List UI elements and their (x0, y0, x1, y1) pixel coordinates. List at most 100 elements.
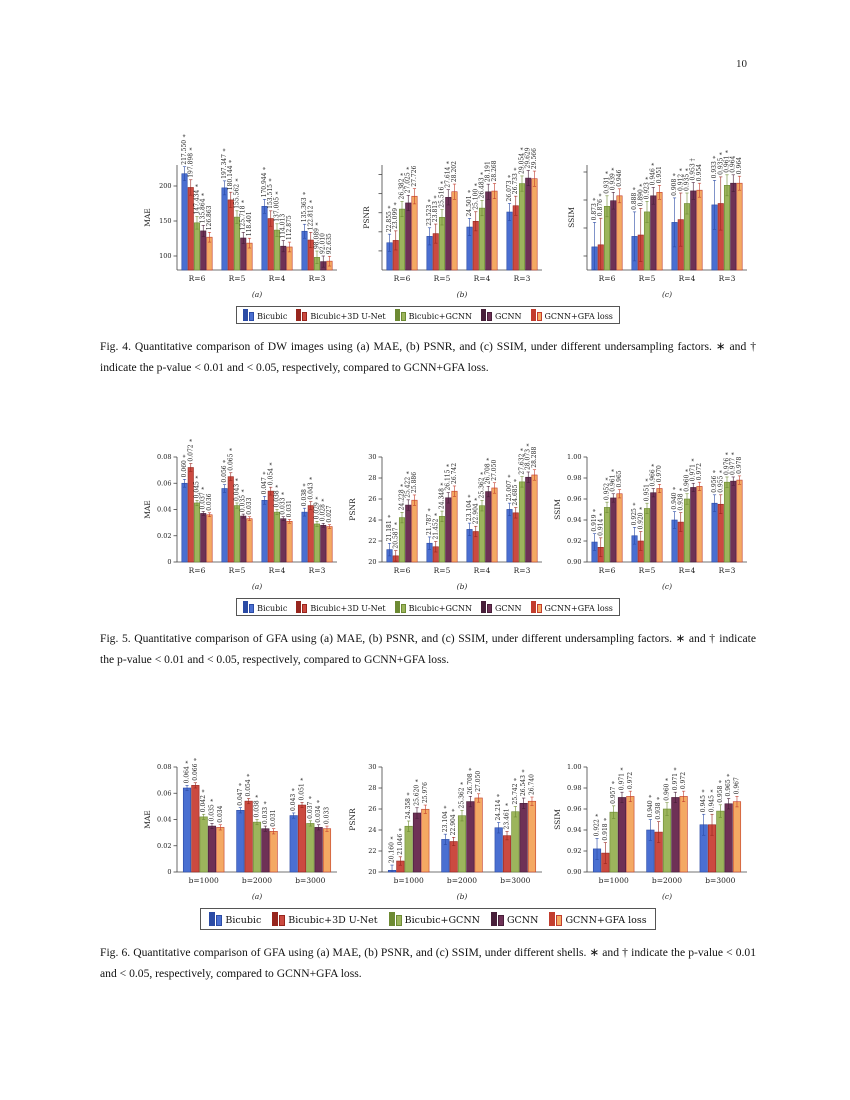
svg-text:MAE: MAE (143, 208, 152, 227)
svg-text:0.912 ∗: 0.912 ∗ (677, 168, 684, 191)
svg-text:0.90: 0.90 (567, 558, 581, 566)
svg-text:22: 22 (368, 847, 376, 855)
svg-text:114.013: 114.013 (279, 214, 286, 239)
svg-text:0.94: 0.94 (567, 516, 581, 524)
legend-label: Bicubic (257, 312, 288, 321)
svg-text:26.740: 26.740 (528, 774, 535, 795)
svg-text:22: 22 (368, 537, 376, 545)
svg-text:b=2000: b=2000 (651, 876, 681, 885)
page-number: 10 (736, 58, 747, 70)
legend-item: GCNN+GFA loss (530, 601, 613, 613)
fig6-legend: Bicubic Bicubic+3D U-Net Bicubic+GCNN GCNN G… (200, 908, 656, 930)
svg-text:0.08: 0.08 (157, 763, 171, 771)
legend-label: Bicubic (225, 915, 262, 926)
svg-text:0.92: 0.92 (567, 537, 581, 545)
svg-text:25.362 ∗: 25.362 ∗ (458, 781, 465, 808)
svg-text:0.940 ∗: 0.940 ∗ (671, 486, 678, 509)
svg-text:24: 24 (368, 516, 376, 524)
bar-swatch-icon (394, 601, 406, 613)
svg-text:0.96: 0.96 (567, 805, 581, 813)
svg-text:0: 0 (167, 558, 171, 566)
svg-text:R=4: R=4 (268, 274, 285, 283)
figure-4: 100 150 200 MAE 217.550 ∗ 197.898 ∗ 147.434 ∗ 1… (100, 120, 756, 379)
svg-text:MAE: MAE (143, 810, 152, 829)
bar-swatch-icon (296, 309, 308, 321)
svg-text:26: 26 (368, 805, 376, 813)
svg-text:29.629: 29.629 (524, 147, 531, 168)
svg-text:25.620 ∗: 25.620 ∗ (413, 779, 420, 806)
svg-text:R=6: R=6 (598, 274, 615, 283)
svg-text:23.104 ∗: 23.104 ∗ (466, 494, 473, 521)
svg-text:1.00: 1.00 (567, 453, 581, 461)
svg-text:0.02: 0.02 (157, 842, 171, 850)
svg-text:21.046 ∗: 21.046 ∗ (396, 828, 403, 855)
svg-text:26.115 ∗: 26.115 ∗ (444, 464, 451, 491)
svg-text:b=1000: b=1000 (188, 876, 218, 885)
svg-text:0.953 †: 0.953 † (689, 158, 696, 180)
fig4-legend-row: Bicubic Bicubic+3D U-Net Bicubic+GCNN GCNN G… (100, 306, 756, 324)
legend-label: GCNN+GFA loss (544, 312, 613, 321)
svg-text:b=3000: b=3000 (500, 876, 530, 885)
svg-text:180.144 ∗: 180.144 ∗ (227, 159, 234, 190)
svg-text:PSNR: PSNR (348, 808, 357, 831)
svg-text:b=3000: b=3000 (295, 876, 325, 885)
svg-text:29.566: 29.566 (530, 148, 537, 169)
svg-text:92.635: 92.635 (325, 233, 332, 254)
svg-text:155.562 ∗: 155.562 ∗ (233, 178, 240, 209)
svg-text:24.348 ∗: 24.348 ∗ (438, 482, 445, 509)
svg-text:b=1000: b=1000 (598, 876, 628, 885)
svg-text:0.966 ∗: 0.966 ∗ (649, 463, 656, 486)
svg-text:0.054 ∗: 0.054 ∗ (267, 462, 274, 485)
svg-text:0.935 ∗: 0.935 ∗ (683, 168, 690, 191)
svg-text:23.813 ∗: 23.813 ∗ (432, 195, 439, 222)
svg-text:R=6: R=6 (598, 566, 615, 575)
svg-text:24.358 ∗: 24.358 ∗ (405, 792, 412, 819)
svg-text:0.955 ∗: 0.955 ∗ (717, 470, 724, 493)
fig5-legend-row: Bicubic Bicubic+3D U-Net Bicubic+GCNN GCNN G… (100, 598, 756, 616)
legend-item: GCNN+GFA loss (549, 912, 647, 926)
svg-text:25.976: 25.976 (421, 782, 428, 803)
legend-item: Bicubic+3D U-Net (296, 309, 386, 321)
svg-text:23.099 ∗: 23.099 ∗ (392, 202, 399, 229)
svg-text:SSIM: SSIM (567, 207, 576, 228)
svg-text:0.027: 0.027 (325, 505, 332, 522)
legend-label: GCNN (495, 604, 522, 613)
svg-text:92.010: 92.010 (319, 233, 326, 254)
svg-text:0.933 ∗: 0.933 ∗ (711, 155, 718, 178)
svg-text:0.036: 0.036 (205, 493, 212, 510)
bar-swatch-icon (272, 912, 286, 926)
svg-text:0.064 ∗: 0.064 ∗ (183, 760, 190, 783)
svg-text:0.961 ∗: 0.961 ∗ (609, 469, 616, 492)
svg-text:24.501 ∗: 24.501 ∗ (466, 189, 473, 216)
svg-text:R=5: R=5 (228, 274, 245, 283)
svg-text:0.961 ∗: 0.961 ∗ (723, 150, 730, 173)
svg-text:27.614 ∗: 27.614 ∗ (444, 161, 451, 188)
svg-text:0.925 ∗: 0.925 ∗ (631, 502, 638, 525)
svg-text:PSNR: PSNR (348, 498, 357, 521)
svg-text:R=4: R=4 (268, 566, 285, 575)
svg-text:R=5: R=5 (638, 566, 655, 575)
svg-text:24.685 ∗: 24.685 ∗ (512, 479, 519, 506)
bar-swatch-icon (296, 601, 308, 613)
svg-text:b=3000: b=3000 (705, 876, 735, 885)
svg-text:20: 20 (368, 868, 376, 876)
svg-text:1.00: 1.00 (567, 763, 581, 771)
fig4-panel-c-ssim-chart: SSIM 0.873 ∗ 0.876 ∗0.931 ∗ 0.939 ∗ 0.946 R=6… (567, 150, 747, 299)
svg-text:b=2000: b=2000 (446, 876, 476, 885)
legend-item: Bicubic+3D U-Net (296, 601, 386, 613)
svg-text:0.060 ∗: 0.060 ∗ (181, 454, 188, 477)
svg-text:0.977 ∗: 0.977 ∗ (729, 452, 736, 475)
fig5-panel-c-ssim-chart: 0.90 0.92 0.94 0.96 0.98 1.00 SSIM 0.919 ∗ 0.914… (553, 452, 747, 591)
svg-text:R=3: R=3 (718, 566, 735, 575)
fig4-panel-b-psnr-chart: PSNR 22.855 ∗ 23.099 ∗ 26.382 ∗ 27.025 ∗ 27.7… (362, 147, 542, 299)
svg-text:R=3: R=3 (308, 274, 325, 283)
svg-text:0.029 ∗: 0.029 ∗ (313, 496, 320, 519)
fig6-panel-a-mae-chart: 0 0.02 0.04 0.06 0.08 MAE 0.064 ∗ 0.066 ∗ 0.042 … (143, 758, 337, 901)
svg-text:0.051 ∗: 0.051 ∗ (298, 777, 305, 800)
svg-text:0.952 ∗: 0.952 ∗ (603, 477, 610, 500)
svg-text:0.919 ∗: 0.919 ∗ (591, 508, 598, 531)
svg-text:0.038 ∗: 0.038 ∗ (253, 794, 260, 817)
svg-text:170.944 ∗: 170.944 ∗ (261, 167, 268, 198)
svg-text:0.042 ∗: 0.042 ∗ (200, 789, 207, 812)
